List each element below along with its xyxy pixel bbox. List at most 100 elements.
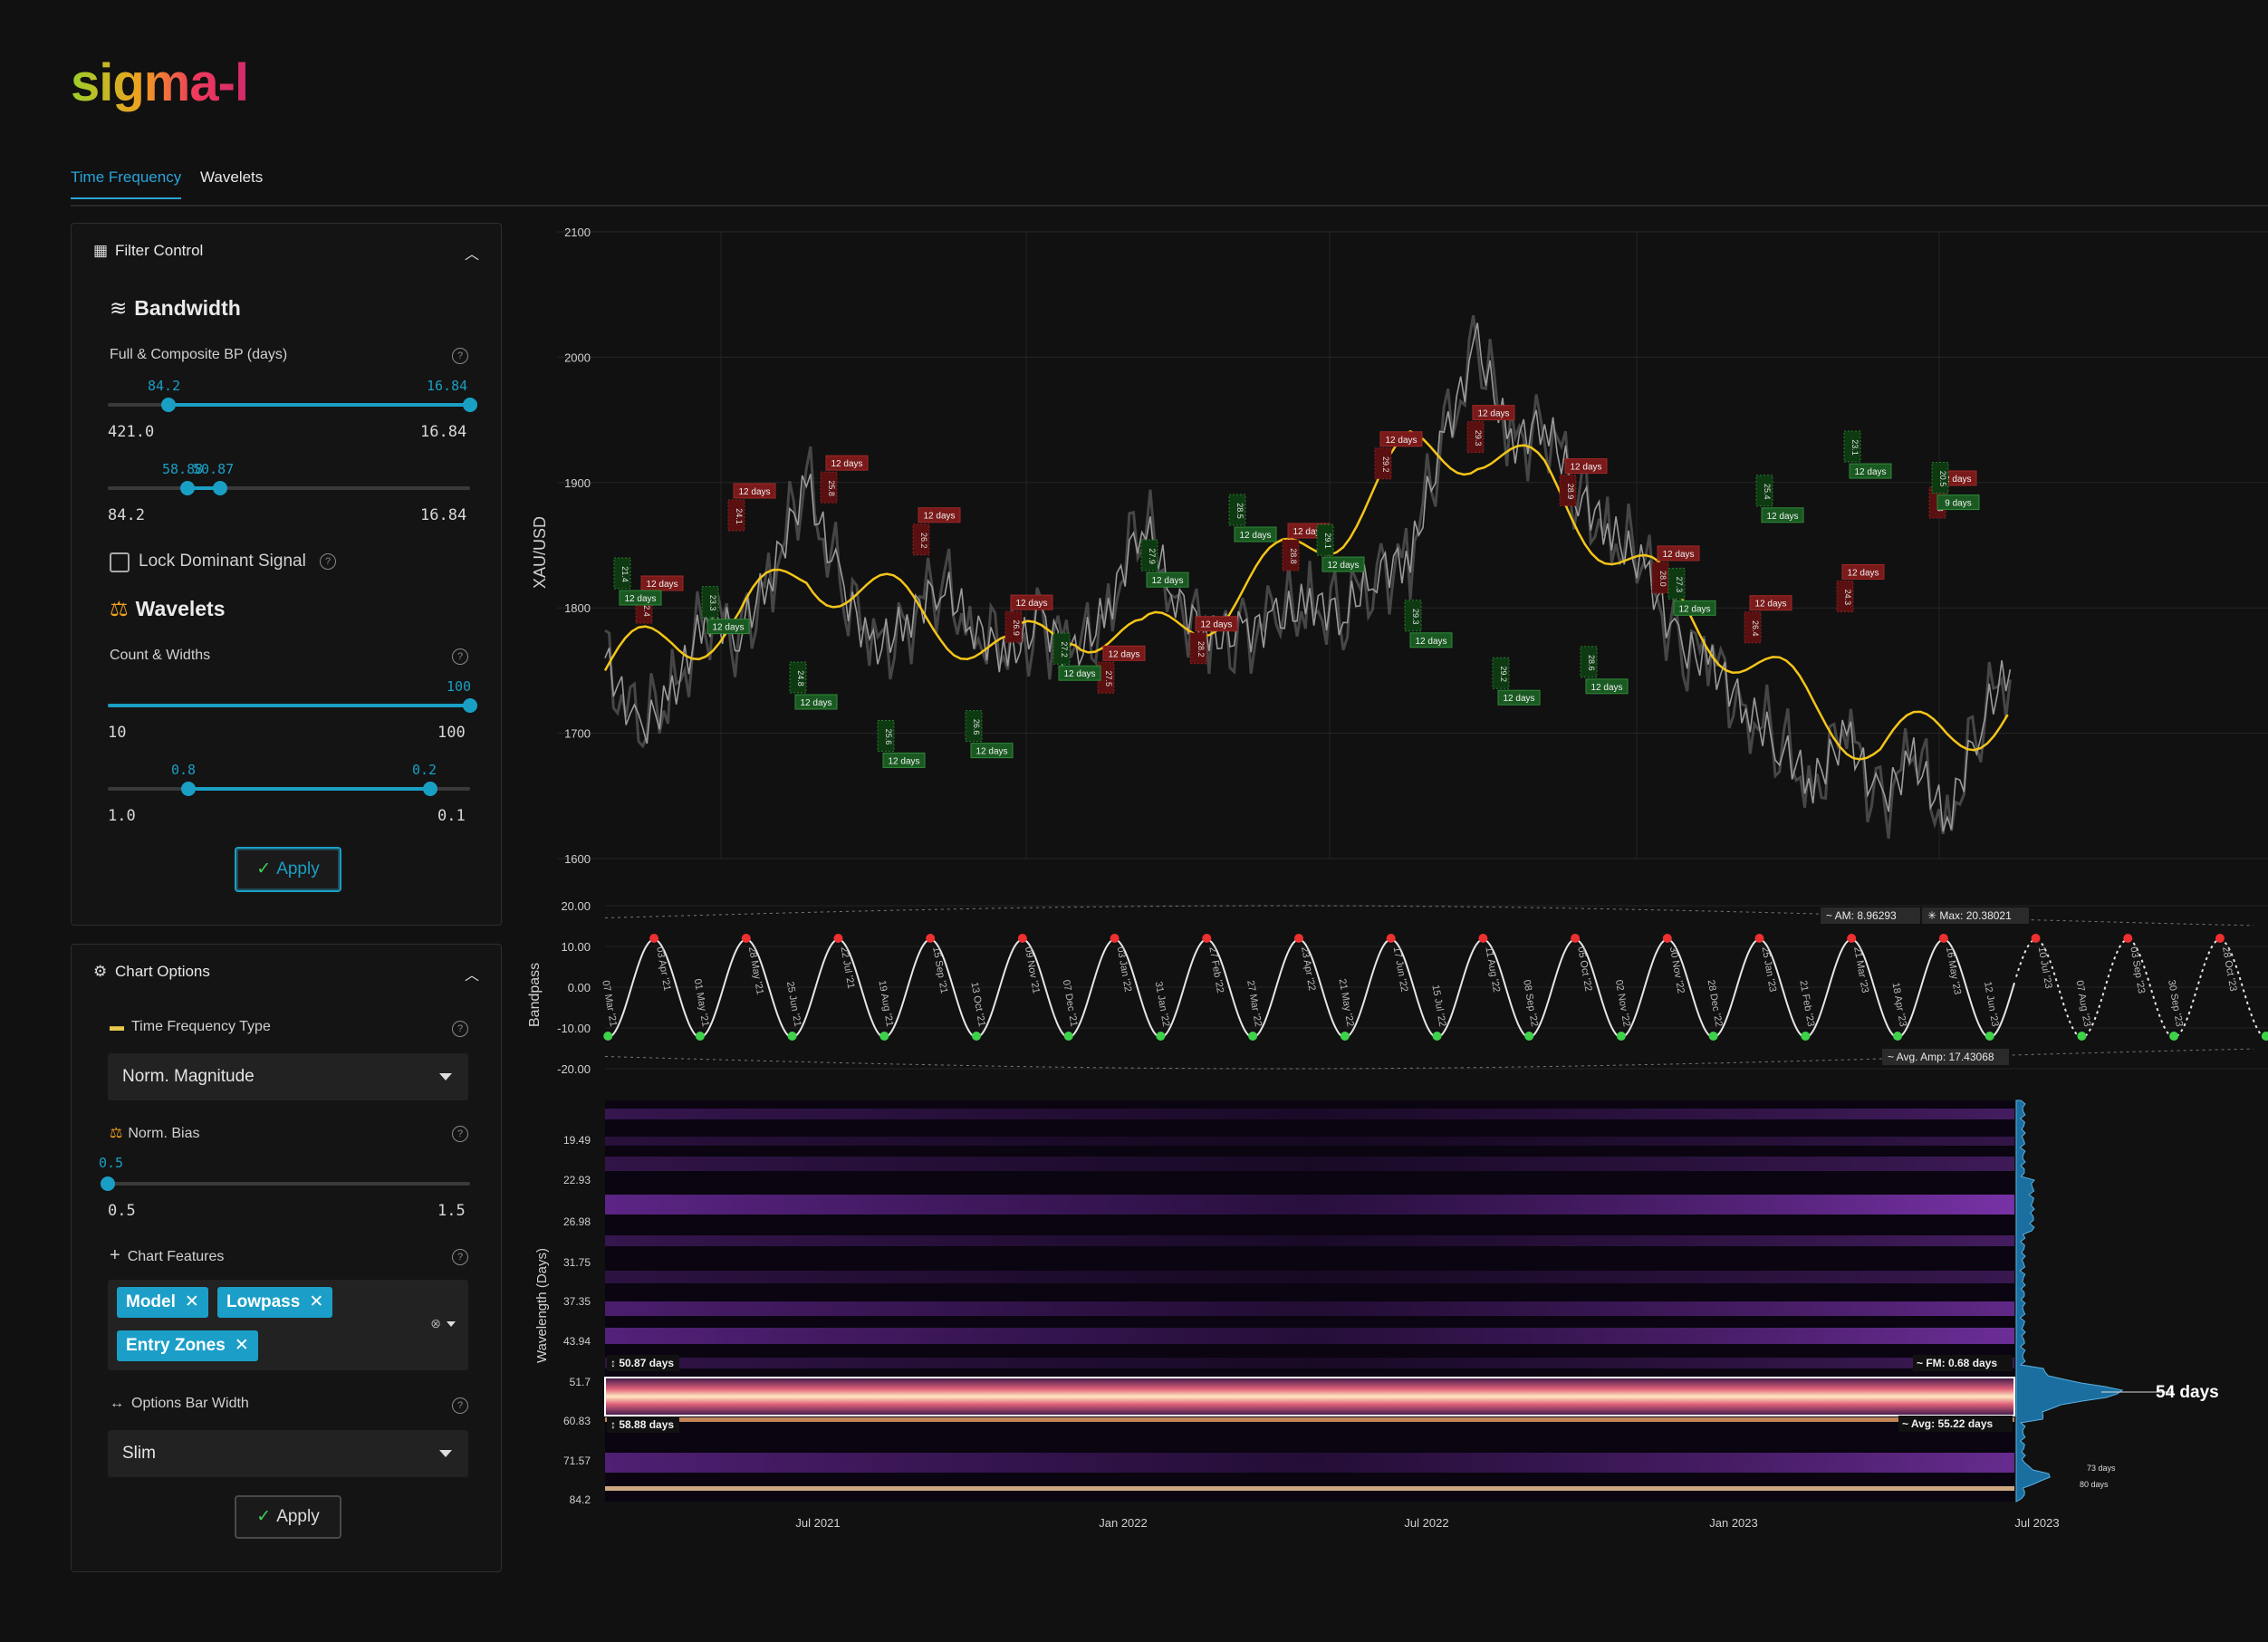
norm-bias-value: 0.5	[99, 1155, 124, 1171]
chart-options-apply-button[interactable]: ✓ Apply	[235, 1495, 341, 1539]
wavelet-count-slider[interactable]	[108, 698, 477, 713]
peak-marker-label: 12 days	[831, 459, 862, 469]
y-tick-label: 37.35	[563, 1295, 591, 1308]
trough-zone	[1404, 600, 1422, 632]
help-icon[interactable]: ?	[452, 1126, 468, 1142]
tab-wavelets[interactable]: Wavelets	[200, 168, 264, 186]
peak-zone-label: 28.2	[1196, 641, 1206, 658]
trough-dot	[1524, 1032, 1534, 1041]
help-icon[interactable]: ?	[320, 553, 336, 570]
slider-knob-low[interactable]	[180, 481, 195, 495]
slider-knob-high[interactable]	[422, 782, 437, 796]
help-icon[interactable]: ?	[452, 1397, 468, 1414]
trough-zone-label: 29.1	[1323, 533, 1332, 549]
clear-icon[interactable]: ⊗	[430, 1316, 441, 1330]
peak-zone	[1374, 447, 1392, 480]
fm-label: ~ FM: 0.68 days	[1917, 1357, 1997, 1369]
help-icon[interactable]: ?	[452, 1021, 468, 1037]
peak-marker	[1102, 645, 1146, 661]
norm-bias-label: Norm. Bias	[128, 1126, 200, 1141]
bandpass-date-label: 13 Oct '21	[968, 981, 986, 1027]
slider-knob[interactable]	[101, 1176, 115, 1191]
bandwidth-slider-composite[interactable]	[108, 481, 470, 495]
peak-marker-label: 12 days	[1847, 568, 1879, 578]
trough-marker	[794, 694, 838, 710]
caret-down-icon[interactable]	[447, 1321, 456, 1327]
chart-options-title: Chart Options	[115, 963, 210, 980]
trough-marker-label: 12 days	[1239, 531, 1271, 541]
filter-apply-button[interactable]: ✓ Apply	[235, 847, 341, 892]
close-icon[interactable]: ✕	[184, 1292, 199, 1311]
wavelet-width-slider[interactable]	[108, 782, 470, 796]
bandpass-date-label: 28 Oct '23	[2220, 946, 2238, 992]
trough-zone-label: 27.3	[1675, 577, 1684, 593]
scale-icon: ⚖	[110, 1126, 123, 1141]
trough-zone	[877, 719, 895, 752]
help-icon[interactable]: ?	[452, 648, 468, 665]
peak-marker	[825, 455, 869, 471]
trough-dot	[1708, 1032, 1718, 1041]
heatmap-chart: 19.49 22.93 26.98 31.75 37.35 43.94 51.7 60.83 7…	[563, 1099, 2219, 1530]
trough-dot	[1616, 1032, 1626, 1041]
trough-marker	[1321, 556, 1365, 572]
peak-marker	[640, 575, 684, 591]
trough-zone-label: 27.9	[1148, 548, 1157, 564]
peak-zone	[1836, 580, 1854, 612]
wavelet-count-value: 100	[447, 678, 472, 695]
band-bottom-label-box	[607, 1416, 679, 1433]
slider-knob-high[interactable]	[213, 481, 227, 495]
peak-zone-label: 28.9	[1566, 484, 1575, 500]
lock-dominant-checkbox[interactable]	[110, 552, 130, 572]
trough-dot	[1248, 1032, 1258, 1041]
trough-zone-label: 25.4	[1763, 484, 1772, 500]
gear-icon: ⚙	[93, 963, 108, 980]
x-tick-label: Jul 2021	[795, 1516, 840, 1530]
minor-peak-label: 73 days	[2087, 1464, 2116, 1473]
peak-dot	[1571, 934, 1581, 943]
chip-entry-zones[interactable]: Entry Zones ✕	[117, 1330, 258, 1361]
trough-marker-label: 12 days	[800, 698, 831, 708]
trough-zone	[1140, 539, 1158, 571]
trough-dot	[2261, 1032, 2268, 1041]
close-icon[interactable]: ✕	[309, 1292, 324, 1311]
help-icon[interactable]: ?	[452, 1249, 468, 1265]
slider-knob-low[interactable]	[180, 782, 196, 796]
chip-model[interactable]: Model ✕	[117, 1287, 208, 1318]
grid-icon: ▦	[93, 242, 109, 259]
close-icon[interactable]: ✕	[234, 1336, 249, 1355]
slider-knob-high[interactable]	[463, 398, 477, 412]
width-high-value: 0.2	[412, 762, 437, 778]
help-icon[interactable]: ?	[452, 348, 468, 364]
peak-zone-label: 25.8	[827, 480, 836, 496]
bp2-min: 84.2	[108, 506, 145, 524]
trough-marker	[970, 743, 1014, 759]
bandpass-date-label: 03 Apr '21	[654, 946, 672, 992]
chevron-up-icon[interactable]: ︿	[464, 247, 479, 263]
chart-options-panel: ⚙ Chart Options ︿ ▬ Time Frequency Type ? …	[71, 944, 502, 1572]
tf-type-select[interactable]: Norm. Magnitude	[108, 1053, 468, 1100]
trough-marker	[1409, 632, 1453, 648]
chevron-up-icon[interactable]: ︿	[464, 968, 479, 984]
y-tick-label: 71.57	[563, 1455, 591, 1467]
time-frequency-chart[interactable]: 1600 1700 1800 1900 2000 2100 12 days 22.4 12 da…	[507, 208, 2268, 1549]
chart-features-multiselect[interactable]: Model ✕ Lowpass ✕ Entry Zones ✕ ⊗	[108, 1280, 468, 1370]
bandwidth-slider-full[interactable]	[108, 398, 477, 412]
slider-fill	[187, 486, 220, 490]
norm-bias-slider[interactable]	[101, 1176, 470, 1191]
bar-width-select[interactable]: Slim	[108, 1430, 468, 1477]
slider-knob-low[interactable]	[161, 398, 177, 412]
chart-svg[interactable]: 1600 1700 1800 1900 2000 2100 12 days 22.4 12 da…	[507, 208, 2268, 1549]
max-label-box	[1922, 907, 2029, 924]
bandpass-date-label: 28 Dec '22	[1706, 979, 1725, 1028]
trough-zone	[701, 586, 719, 619]
trough-zone	[789, 661, 807, 694]
y-tick-label: 1900	[564, 476, 591, 490]
bandpass-date-label: 10 Jul '23	[2036, 946, 2054, 989]
trough-marker	[1146, 571, 1189, 588]
slider-knob[interactable]	[463, 698, 477, 713]
tab-time-frequency[interactable]: Time Frequency	[71, 168, 182, 199]
chip-lowpass[interactable]: Lowpass ✕	[217, 1287, 333, 1318]
heatmap-band	[605, 1137, 2014, 1146]
peak-marker	[1841, 563, 1885, 580]
y-tick-label: 84.2	[570, 1493, 591, 1506]
